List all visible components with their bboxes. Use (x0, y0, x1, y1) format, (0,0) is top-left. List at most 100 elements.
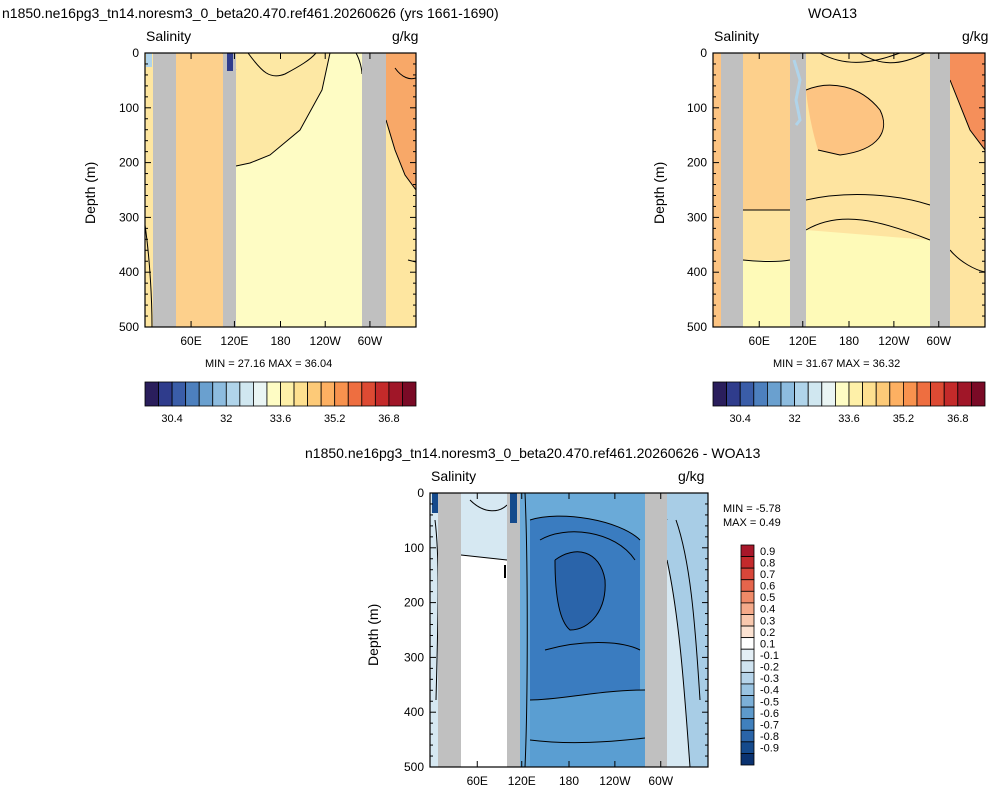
cbar0-cell (280, 381, 295, 407)
panel-model-title: n1850.ne16pg3_tn14.noresm3_0_beta20.470.… (2, 5, 499, 21)
p1-ytick-label: 400 (687, 265, 707, 279)
model-surface-spot-left (146, 53, 152, 67)
cbar-diff-cell (740, 683, 755, 696)
p0-xtick-label: 60E (180, 334, 201, 348)
p0-ytick-label: 100 (119, 101, 139, 115)
cbar0-cell (374, 381, 390, 407)
cbar-diff-cell (740, 567, 755, 581)
panel-model-variable: Salinity (146, 28, 192, 44)
cbar1-label: 36.8 (947, 413, 968, 425)
cbar1-label: 32 (788, 413, 800, 425)
colorbar-layer: 30.4 32 33.6 35.2 36.8 30.4 32 33.6 35.2 36.80.90… (144, 381, 986, 766)
p2-xtick-label: 60W (648, 774, 673, 788)
cbar1-cell (889, 381, 904, 407)
cbar0-cell (307, 381, 322, 407)
panel-obs-variable: Salinity (714, 28, 760, 44)
cbar1-cell (916, 381, 932, 407)
cbar-diff-cell (740, 695, 755, 708)
cbar-diff-cell (740, 602, 755, 615)
p2-ytick-label: 100 (404, 541, 424, 555)
cbar-diff-cell (740, 579, 755, 592)
model-land-africa (153, 53, 176, 327)
model-fresh-spot (227, 53, 233, 71)
p1-xtick-label: 60E (749, 334, 770, 348)
p0-xtick-label: 120W (310, 334, 342, 348)
cbar-diff-label: 0.6 (760, 581, 775, 593)
model-land-indonesia (223, 53, 236, 327)
cbar-diff-label: -0.3 (760, 673, 779, 685)
cbar1-cell (835, 381, 850, 407)
diff-land-indonesia (507, 493, 520, 767)
cbar0-cell (266, 381, 281, 407)
cbar1-label: 35.2 (893, 413, 914, 425)
cbar-diff-cell (740, 637, 755, 650)
diff-zone-east (667, 493, 708, 767)
cbar0-cell (212, 381, 227, 407)
cbar1-cell (957, 381, 972, 407)
obs-zone-a (713, 53, 721, 327)
p2-ytick-label: 500 (404, 760, 424, 774)
cbar0-label: 36.8 (378, 413, 399, 425)
panel-diff-variable: Salinity (431, 468, 477, 484)
cbar-diff-label: -0.6 (760, 708, 779, 720)
cbar-diff-label: -0.7 (760, 719, 779, 731)
cbar0-cell (171, 381, 187, 407)
diff-zone-lower (530, 690, 645, 767)
cbar-diff-label: -0.5 (760, 696, 779, 708)
p0-ytick-label: 0 (132, 46, 139, 60)
cbar-diff-label: -0.2 (760, 662, 779, 674)
cbar0-cell (158, 381, 173, 407)
obs-land-indonesia (790, 53, 806, 327)
model-zone-e (386, 53, 416, 190)
cbar-diff-label: 0.4 (760, 604, 775, 616)
panel-model-units: g/kg (392, 28, 419, 44)
panel-diff-units: g/kg (678, 468, 705, 484)
p0-ytick-label: 200 (119, 156, 139, 170)
cbar0-cell (361, 381, 376, 407)
cbar1-cell (794, 381, 809, 407)
cbar-diff-label: 0.7 (760, 569, 775, 581)
cbar-diff-cell (740, 706, 755, 720)
p0-ytick-label: 500 (119, 320, 139, 334)
diff-surface-spot-left (432, 493, 438, 513)
cbar-diff-cell (740, 614, 755, 627)
cbar-diff-cell (740, 660, 755, 673)
model-zone-a2 (386, 120, 416, 327)
cbar-diff-cell (740, 671, 755, 685)
cbar-diff-label: -0.9 (760, 743, 779, 755)
cbar1-cell (930, 381, 945, 407)
cbar-diff-cell (740, 544, 755, 557)
cbar-diff-cell (740, 556, 755, 569)
cbar0-label: 32 (220, 413, 232, 425)
p1-ytick-label: 500 (687, 320, 707, 334)
cbar-diff-cell (740, 625, 755, 639)
cbar1-cell (780, 381, 796, 407)
cbar-diff-label: 0.2 (760, 627, 775, 639)
p1-xtick-label: 180 (839, 334, 859, 348)
cbar1-cell (821, 381, 836, 407)
p2-ytick-label: 300 (404, 650, 424, 664)
cbar1-cell (712, 381, 728, 407)
cbar1-cell (753, 381, 768, 407)
cbar1-cell (848, 381, 864, 407)
model-zone-c2 (236, 53, 362, 327)
cbar0-cell (293, 381, 308, 407)
panel-diff-field (430, 493, 708, 767)
cbar-diff-label: -0.1 (760, 650, 779, 662)
cbar-diff-label: 0.5 (760, 592, 775, 604)
obs-zone-e (950, 53, 985, 150)
p2-xtick-label: 180 (559, 774, 579, 788)
diff-fresh-spot (510, 493, 517, 523)
p0-ytick-label: 300 (119, 210, 139, 224)
p0-xtick-label: 60W (358, 334, 383, 348)
cbar-diff-label: 0.9 (760, 546, 775, 558)
obs-land-america (930, 53, 950, 327)
cbar0-cell (252, 381, 268, 407)
cbar1-cell (903, 381, 918, 407)
p1-ytick-label: 0 (700, 46, 707, 60)
model-land-america (362, 53, 386, 327)
obs-zone-b (743, 53, 790, 210)
p2-ytick-label: 400 (404, 705, 424, 719)
p1-ytick-label: 100 (687, 101, 707, 115)
